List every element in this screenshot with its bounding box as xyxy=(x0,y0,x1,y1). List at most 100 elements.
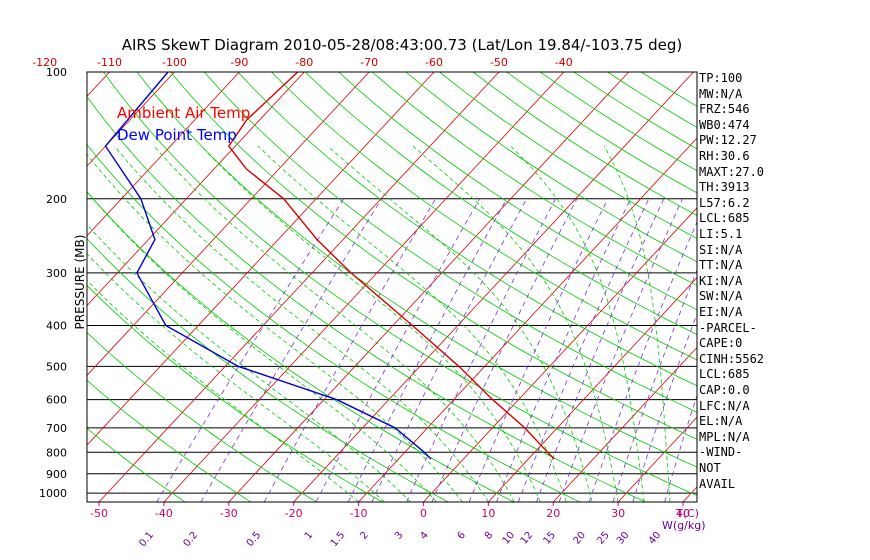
stat-line: CAPE:0 xyxy=(699,336,743,351)
mixing-ratio-label: 30 xyxy=(615,530,632,547)
mixing-ratio-line xyxy=(431,198,578,502)
top-tick-label: -50 xyxy=(490,56,508,69)
isotherm-line xyxy=(748,72,870,502)
top-tick-label: -70 xyxy=(360,56,378,69)
stat-line: MPL:N/A xyxy=(699,429,750,444)
x-tick-label: 20 xyxy=(546,507,560,520)
dry-adiabat-line xyxy=(87,427,186,502)
dry-adiabat-line xyxy=(271,72,697,361)
stat-line: PW:12.27 xyxy=(699,133,757,148)
temperature-profile-line xyxy=(227,72,555,460)
mixing-ratio-line xyxy=(558,198,683,502)
dry-adiabat-line xyxy=(338,72,697,311)
mixing-ratio-line xyxy=(263,198,436,502)
isotherm-line xyxy=(87,72,110,97)
x-tick-label: 30 xyxy=(611,507,625,520)
mixing-ratio-label: 15 xyxy=(541,530,558,547)
dry-adiabat-line xyxy=(203,72,697,413)
y-tick-label: 200 xyxy=(46,193,67,206)
top-tick-label: -60 xyxy=(425,56,443,69)
mixing-ratio-line xyxy=(468,198,609,502)
stat-line: KI:N/A xyxy=(699,273,743,288)
isotherm-line xyxy=(423,207,697,502)
mixing-ratio-line xyxy=(371,198,527,502)
x-tick-label: 0 xyxy=(420,507,427,520)
dry-adiabat-line xyxy=(304,72,697,336)
y-tick-label: 400 xyxy=(46,320,67,333)
isotherm-line xyxy=(813,72,870,502)
mixing-ratio-label: 1 xyxy=(303,530,316,542)
mixing-ratio-label: 1.5 xyxy=(329,530,348,549)
stat-line: -PARCEL- xyxy=(699,320,757,335)
dry-adiabat-line xyxy=(170,72,697,440)
moist-adiabat-line xyxy=(153,145,515,502)
moist-adiabat-line xyxy=(257,145,567,502)
isotherm-line xyxy=(0,72,45,502)
stat-line: RH:30.6 xyxy=(699,149,750,163)
mixing-ratio-label: 8 xyxy=(483,530,496,542)
stat-line: TP:100 xyxy=(699,71,743,85)
isotherm-line xyxy=(617,416,697,502)
legend-entry: Dew Point Temp xyxy=(117,126,237,144)
top-tick-label: -40 xyxy=(555,56,573,69)
mixing-ratio-line xyxy=(588,221,697,502)
isotherm-line xyxy=(87,72,305,307)
x-tick-label: -20 xyxy=(285,507,303,520)
mixing-ratio-line xyxy=(496,198,631,502)
mixing-ratio-label: 0.5 xyxy=(245,530,264,549)
y-tick-label: 100 xyxy=(46,66,67,79)
chart-title: AIRS SkewT Diagram 2010-05-28/08:43:00.7… xyxy=(122,36,683,54)
dry-adiabat-line xyxy=(103,72,697,497)
dry-adiabat-line xyxy=(87,95,646,502)
isotherm-line xyxy=(87,72,435,446)
mixing-ratio-label: 0.2 xyxy=(182,530,201,549)
mixing-ratio-line xyxy=(315,198,480,502)
dry-adiabat-line xyxy=(87,191,515,502)
x-axis-label: T(C) xyxy=(675,507,699,520)
stat-line: LCL:685 xyxy=(699,211,750,226)
mixing-ratio-unit: W(g/kg) xyxy=(662,519,706,532)
dry-adiabat-line xyxy=(87,284,383,502)
stat-line: TT:N/A xyxy=(699,258,743,273)
mixing-ratio-line xyxy=(664,394,697,502)
top-tick-label: -120 xyxy=(32,56,57,69)
stat-line: TH:3913 xyxy=(699,180,750,195)
moist-adiabat-line xyxy=(412,145,619,502)
dry-adiabat-line xyxy=(237,72,697,387)
legend-entry: Ambient Air Temp xyxy=(117,104,250,122)
y-tick-label: 1000 xyxy=(39,487,67,500)
isotherm-line xyxy=(488,277,697,502)
moist-adiabat-line xyxy=(603,145,671,502)
mixing-ratio-label: 4 xyxy=(418,530,431,542)
mixing-ratio-line xyxy=(612,269,697,502)
dry-adiabat-line xyxy=(372,72,697,287)
mixing-ratio-label: 10 xyxy=(501,530,518,547)
stat-line: EL:N/A xyxy=(699,414,743,429)
mixing-ratio-line xyxy=(536,198,665,502)
top-tick-label: -80 xyxy=(295,56,313,69)
stat-line: SW:N/A xyxy=(699,289,743,304)
mixing-ratio-label: 2 xyxy=(358,530,371,542)
mixing-ratio-label: 12 xyxy=(519,530,536,547)
y-tick-label: 800 xyxy=(46,446,67,459)
moist-adiabat-line xyxy=(200,145,541,502)
moist-adiabat-line xyxy=(87,191,437,502)
top-tick-label: -90 xyxy=(230,56,248,69)
dry-adiabat-line xyxy=(87,238,449,502)
x-tick-label: -30 xyxy=(220,507,238,520)
dry-adiabat-line xyxy=(405,72,697,263)
stat-line: L57:6.2 xyxy=(699,195,750,210)
mixing-ratio-label: 6 xyxy=(456,530,469,542)
y-tick-label: 600 xyxy=(46,394,67,407)
stat-line: -WIND- xyxy=(699,445,743,460)
y-tick-label: 500 xyxy=(46,360,67,373)
dry-adiabat-line xyxy=(87,379,252,502)
stat-line: CAP:0.0 xyxy=(699,383,750,397)
mixing-ratio-label: 3 xyxy=(393,530,406,542)
stat-line: LCL:685 xyxy=(699,367,750,382)
isotherm-line xyxy=(552,346,697,502)
isotherm-line xyxy=(293,72,694,502)
moist-adiabat-line xyxy=(114,145,489,502)
top-tick-label: -100 xyxy=(162,56,187,69)
stat-line: CINH:5562 xyxy=(699,351,765,366)
